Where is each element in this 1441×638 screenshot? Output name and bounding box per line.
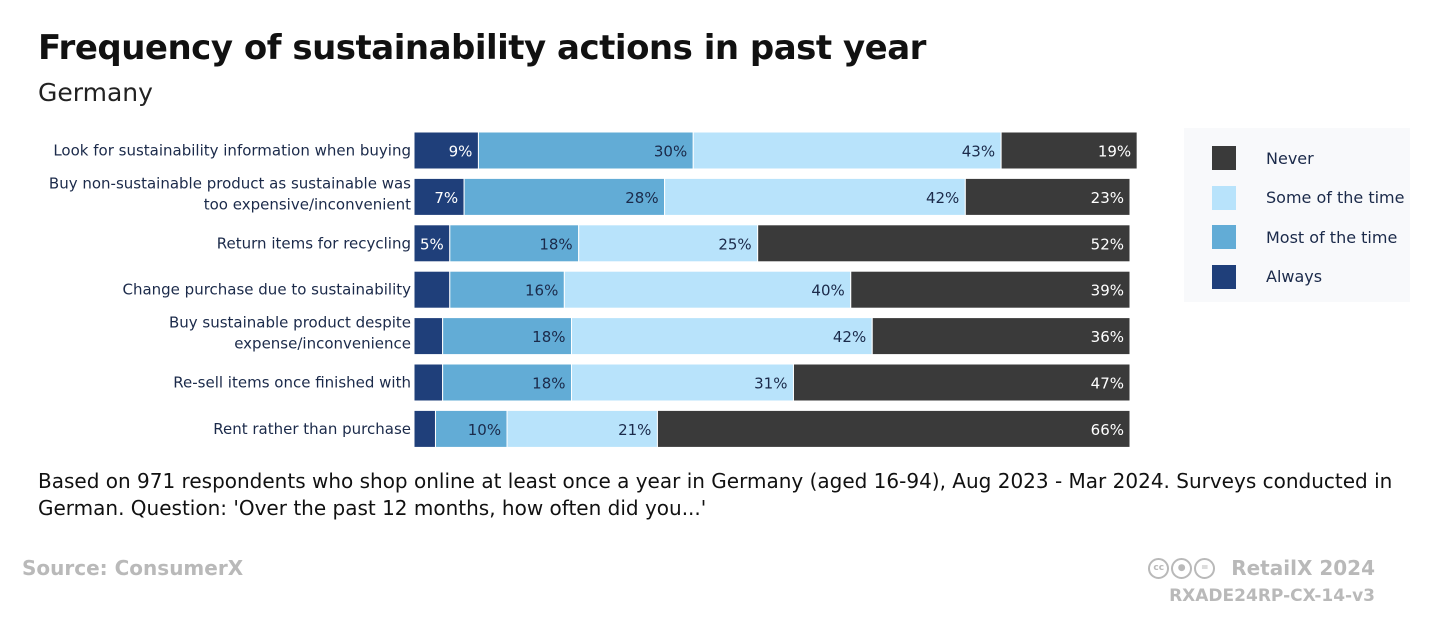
data-label: 28% xyxy=(625,189,658,207)
data-label: 30% xyxy=(654,143,687,161)
legend-item: Always xyxy=(1212,264,1323,289)
data-label: 5% xyxy=(420,235,444,253)
data-label: 21% xyxy=(618,421,651,439)
data-label: 18% xyxy=(532,328,565,346)
data-label: 42% xyxy=(926,189,959,207)
bar-segment xyxy=(442,317,573,356)
data-label: 25% xyxy=(718,235,751,253)
bar-segment xyxy=(413,131,479,170)
data-label: 39% xyxy=(1091,282,1124,300)
bar-segment xyxy=(664,177,966,216)
data-label: 23% xyxy=(1091,189,1124,207)
data-label: 19% xyxy=(1098,143,1131,161)
data-label: 7% xyxy=(434,189,458,207)
data-label: 43% xyxy=(962,143,995,161)
bar-segment xyxy=(413,363,444,402)
legend-item: Never xyxy=(1212,146,1314,170)
category-label: Re-sell items once finished with xyxy=(173,374,411,392)
data-label: 36% xyxy=(1091,328,1124,346)
bar-segment xyxy=(413,317,444,356)
by-icon: ● xyxy=(1171,557,1193,579)
bar-segment xyxy=(413,224,451,263)
bar-segment xyxy=(792,363,1131,402)
category-label: Change purchase due to sustainability xyxy=(122,281,411,299)
data-label: 10% xyxy=(468,421,501,439)
legend-label: Most of the time xyxy=(1266,227,1398,247)
category-label: Rent rather than purchase xyxy=(213,420,411,438)
bar-segment xyxy=(571,363,794,402)
source-label: Source: ConsumerX xyxy=(22,556,244,580)
legend-item: Most of the time xyxy=(1212,225,1398,250)
bar-segment xyxy=(449,270,565,309)
footnote: Based on 971 respondents who shop online… xyxy=(38,469,1393,520)
legend-swatch xyxy=(1212,185,1236,210)
chart-title: Frequency of sustainability actions in p… xyxy=(38,28,926,68)
data-label: 42% xyxy=(833,328,866,346)
bar-segment xyxy=(692,131,1002,170)
data-label: 52% xyxy=(1091,235,1124,253)
data-label: 47% xyxy=(1091,375,1124,393)
bar-segment xyxy=(563,270,852,309)
brand-block: cc ● = RetailX 2024 xyxy=(1148,556,1375,580)
category-label: Buy non-sustainable product as sustainab… xyxy=(49,174,411,213)
bar-segment xyxy=(656,409,1131,448)
stacked-bar-chart: Look for sustainability information when… xyxy=(49,131,1138,448)
legend-swatch xyxy=(1212,225,1236,250)
legend-item: Some of the time xyxy=(1212,185,1405,210)
data-label: 9% xyxy=(449,143,473,161)
bar-segment xyxy=(871,317,1131,356)
data-label: 18% xyxy=(532,375,565,393)
bar-segment xyxy=(578,224,759,263)
category-label: Buy sustainable product despite expense/i… xyxy=(169,314,411,353)
legend-label: Always xyxy=(1266,267,1323,287)
bar-segment xyxy=(413,409,436,448)
bar-segment xyxy=(463,177,666,216)
data-label: 66% xyxy=(1091,421,1124,439)
bar-segment xyxy=(850,270,1131,309)
chart-legend: Never Some of the time Most of the time Alw… xyxy=(1184,128,1410,302)
chart-code: RXADE24RP-CX-14-v3 xyxy=(1169,586,1375,606)
cc-icon: cc xyxy=(1148,557,1170,579)
category-label: Look for sustainability information when… xyxy=(53,142,411,160)
brand-label: RetailX 2024 xyxy=(1231,556,1375,580)
bar-segment xyxy=(571,317,873,356)
bar-segment xyxy=(1000,131,1138,170)
bar-segment xyxy=(757,224,1131,263)
bar-segment xyxy=(442,363,573,402)
legend-swatch xyxy=(1212,146,1236,170)
data-label: 40% xyxy=(811,282,844,300)
chart-subtitle: Germany xyxy=(38,78,153,107)
bar-segment xyxy=(413,177,465,216)
category-label: Return items for recycling xyxy=(217,234,411,252)
data-label: 31% xyxy=(754,375,787,393)
legend-swatch xyxy=(1212,264,1236,289)
legend-label: Some of the time xyxy=(1266,188,1405,208)
license-icons: cc ● = xyxy=(1148,557,1217,579)
bar-segment xyxy=(413,270,451,309)
data-label: 16% xyxy=(525,282,558,300)
nd-icon: = xyxy=(1194,557,1216,579)
bar-segment xyxy=(964,177,1131,216)
data-label: 18% xyxy=(539,235,572,253)
legend-label: Never xyxy=(1266,148,1314,168)
bar-segment xyxy=(449,224,580,263)
